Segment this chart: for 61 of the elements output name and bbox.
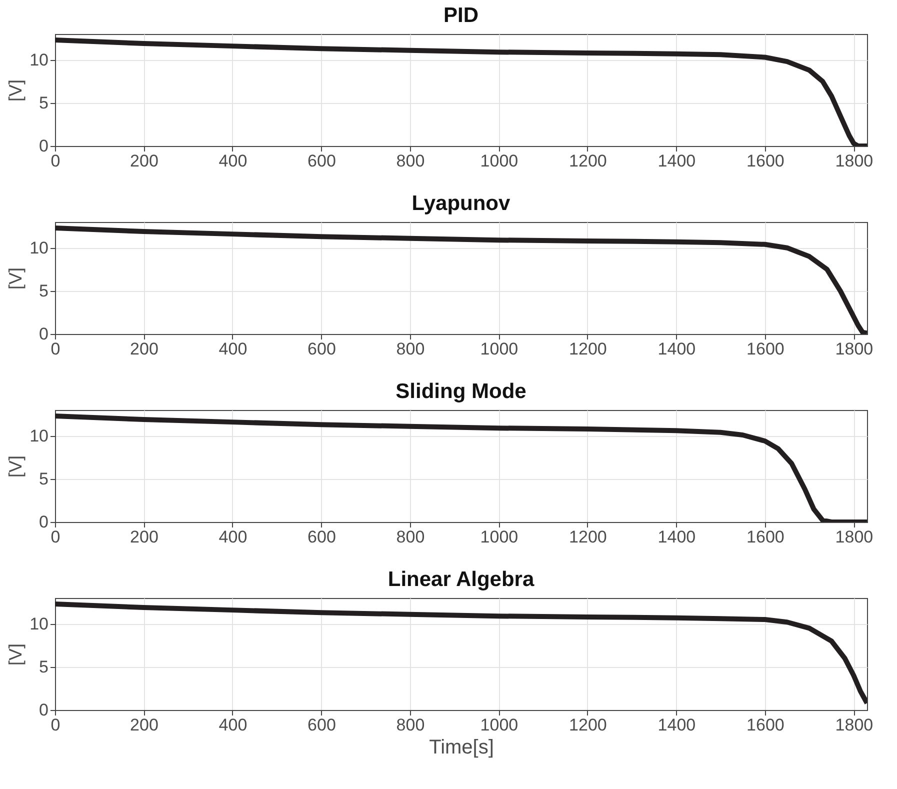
x-tick-label: 1600 [746, 152, 784, 170]
x-tick-label: 0 [50, 340, 60, 358]
x-tick-label: 1000 [480, 340, 518, 358]
chart-title: PID [443, 4, 479, 27]
x-tick-label: 1000 [480, 528, 518, 546]
chart-title: Linear Algebra [388, 568, 534, 591]
x-tick-label: 1200 [569, 340, 607, 358]
x-tick-label: 1200 [569, 528, 607, 546]
chart-title: Sliding Mode [396, 380, 526, 403]
x-tick-label: 800 [396, 528, 425, 546]
x-tick-label: 600 [308, 528, 336, 546]
y-axis-title: [V] [6, 643, 26, 666]
x-tick-label: 1800 [835, 716, 874, 734]
x-tick-label: 600 [308, 152, 336, 170]
x-tick-label: 400 [218, 528, 248, 546]
x-tick-label: 1400 [658, 716, 696, 734]
y-tick-label: 5 [39, 93, 48, 112]
x-tick-label: 1200 [569, 152, 607, 170]
y-tick-label: 0 [39, 512, 48, 532]
x-tick-label: 1000 [480, 716, 518, 734]
y-tick-label: 10 [30, 426, 48, 446]
x-axis-title: Time[s] [429, 736, 494, 758]
y-tick-label: 0 [39, 324, 48, 344]
x-tick-label: 0 [50, 152, 60, 170]
y-tick-label: 5 [39, 657, 48, 676]
x-tick-label: 0 [50, 716, 60, 734]
x-tick-label: 200 [130, 716, 158, 734]
x-tick-label: 800 [396, 716, 425, 734]
x-tick-label: 0 [50, 528, 60, 546]
x-tick-label: 200 [130, 340, 158, 358]
x-tick-label: 1800 [835, 152, 874, 170]
y-tick-label: 0 [39, 136, 48, 156]
x-tick-label: 1000 [480, 152, 518, 170]
x-tick-label: 200 [130, 152, 158, 170]
x-tick-label: 600 [308, 340, 336, 358]
x-tick-label: 200 [130, 528, 158, 546]
y-tick-label: 10 [30, 50, 48, 70]
x-tick-label: 800 [396, 152, 425, 170]
y-tick-label: 5 [39, 469, 48, 488]
y-tick-label: 0 [39, 700, 48, 720]
x-tick-label: 800 [396, 340, 425, 358]
x-tick-label: 400 [218, 340, 248, 358]
x-tick-label: 1600 [746, 716, 784, 734]
x-tick-label: 400 [218, 716, 248, 734]
chart-title: Lyapunov [412, 192, 511, 215]
y-axis-title: [V] [6, 79, 26, 102]
x-tick-label: 1400 [658, 340, 696, 358]
y-tick-label: 10 [30, 614, 48, 634]
x-tick-label: 1800 [835, 528, 874, 546]
x-tick-label: 1400 [658, 152, 696, 170]
y-axis-title: [V] [6, 455, 26, 478]
x-tick-label: 1800 [835, 340, 874, 358]
x-tick-label: 600 [308, 716, 336, 734]
x-tick-label: 400 [218, 152, 248, 170]
x-tick-label: 1600 [746, 340, 784, 358]
y-tick-label: 5 [39, 281, 48, 300]
y-tick-label: 10 [30, 238, 48, 258]
x-tick-label: 1600 [746, 528, 784, 546]
y-axis-title: [V] [6, 267, 26, 290]
x-tick-label: 1200 [569, 716, 607, 734]
x-tick-label: 1400 [658, 528, 696, 546]
